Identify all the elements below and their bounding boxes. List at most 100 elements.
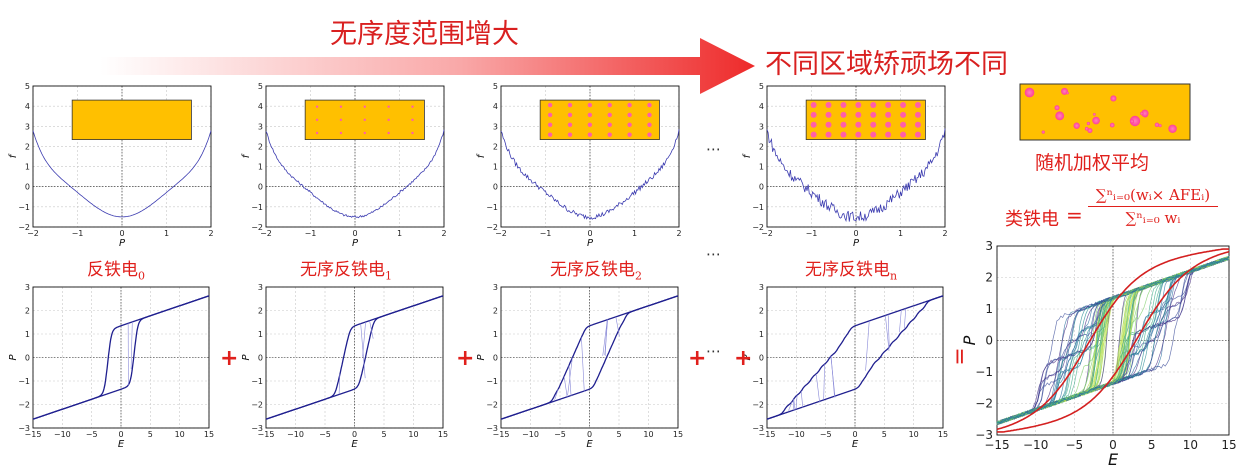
x-tick-label: 0 <box>852 430 857 439</box>
hysteresis-branch <box>766 295 944 420</box>
domain-dot <box>363 118 366 122</box>
minor-loop-line <box>369 320 374 339</box>
random-domain-dot <box>1084 126 1089 131</box>
hysteresis-branch <box>766 295 944 420</box>
x-axis-label: E <box>1108 450 1119 469</box>
minor-loop-line <box>899 309 902 333</box>
formula-equals: = <box>1066 203 1083 227</box>
x-tick-label: 5 <box>148 430 153 439</box>
x-tick-label: −2 <box>495 229 507 238</box>
y-axis-label: P <box>742 354 753 361</box>
plot-panel-top-1: −2 −1 0 1 2 5 4 3 2 1 0 −1 −2 Pf <box>241 82 447 249</box>
domain-dot <box>810 121 817 128</box>
y-axis-label: P <box>476 354 487 361</box>
domain-dot <box>900 111 907 118</box>
free-energy-curve <box>265 129 445 219</box>
domain-dot <box>387 131 390 135</box>
top-ellipsis: ⋯ <box>706 140 722 158</box>
x-tick-label: 10 <box>408 430 418 439</box>
domain-dot <box>900 102 907 109</box>
random-domain-dot <box>1024 87 1035 98</box>
y-tick-label: −1 <box>486 203 498 212</box>
x-axis-label: P <box>119 238 126 249</box>
domain-dot <box>840 102 847 109</box>
x-tick-label: −2 <box>260 229 272 238</box>
plot-frame <box>996 245 1230 436</box>
domain-dot <box>647 122 652 127</box>
y-tick-label: −1 <box>18 203 30 212</box>
x-tick-label: 5 <box>381 430 386 439</box>
formula-denominator: ∑ⁿᵢ₌₀ wᵢ <box>1088 206 1218 227</box>
domain-dot <box>914 121 921 128</box>
domain-dot <box>547 112 553 118</box>
domain-dot <box>339 105 343 108</box>
random-domain-dot <box>1129 115 1141 127</box>
x-tick-label: 0 <box>587 229 592 238</box>
x-tick-label: −10 <box>54 430 71 439</box>
caption-afe0: 反铁电0 <box>87 260 145 283</box>
random-domain-dot <box>1092 116 1100 125</box>
x-tick-label: 0 <box>853 229 858 238</box>
y-tick-label: 4 <box>25 102 30 111</box>
y-tick-label: 5 <box>258 82 263 91</box>
y-tick-label: 4 <box>258 102 263 111</box>
minor-loop-line <box>815 373 820 403</box>
domain-dot <box>567 122 573 127</box>
random-domain-box <box>1019 83 1191 141</box>
random-domain-dot <box>1154 122 1160 128</box>
domain-dot <box>627 102 632 108</box>
x-tick-label: −2 <box>761 229 773 238</box>
domain-dot <box>855 121 862 128</box>
x-tick-label: 15 <box>673 430 683 439</box>
random-domain-dot <box>1087 128 1093 134</box>
x-tick-label: −5 <box>820 430 832 439</box>
domain-dot <box>885 121 892 128</box>
y-tick-label: 3 <box>493 283 498 292</box>
random-domain-dot <box>1092 112 1096 116</box>
y-tick-label: 0 <box>985 334 993 348</box>
x-axis-label: E <box>351 439 358 450</box>
plot-frame <box>500 286 679 429</box>
plus-ellipsis: ⋯ <box>706 342 722 360</box>
domain-dot <box>870 131 877 138</box>
minor-loop-line <box>800 391 804 408</box>
random-domain-dot <box>1168 124 1177 134</box>
domain-dot <box>855 111 862 118</box>
y-tick-label: −1 <box>752 203 764 212</box>
domain-dot <box>567 112 573 118</box>
domain-dot <box>825 121 832 128</box>
y-tick-label: −3 <box>486 424 498 433</box>
domain-dot <box>840 121 847 128</box>
random-domain-dot <box>1109 122 1115 128</box>
domain-dot <box>387 118 390 122</box>
domain-dot <box>870 111 877 118</box>
y-tick-label: 2 <box>985 271 993 285</box>
y-tick-label: −3 <box>18 424 30 433</box>
plot-panel-top-3: −2 −1 0 1 2 5 4 3 2 1 0 −1 −2 Pf <box>742 82 948 249</box>
y-tick-label: 0 <box>759 183 764 192</box>
x-tick-label: −1 <box>305 229 317 238</box>
random-domain-dot <box>1130 119 1135 124</box>
domain-dot <box>363 105 366 108</box>
plus-sign-2: + <box>456 346 475 371</box>
hysteresis-branch <box>500 295 679 420</box>
y-tick-label: 2 <box>493 307 498 316</box>
x-tick-label: 0 <box>352 229 357 238</box>
y-tick-label: 0 <box>493 183 498 192</box>
domain-dot <box>587 132 593 137</box>
x-tick-label: −10 <box>788 430 805 439</box>
domain-dot <box>339 118 343 122</box>
plot-panel-top-2: −2 −1 0 1 2 5 4 3 2 1 0 −1 −2 Pf <box>476 82 682 249</box>
plot-frame <box>766 85 946 228</box>
x-tick-label: −15 <box>984 438 1009 452</box>
domain-dot <box>810 131 817 138</box>
x-tick-label: 2 <box>208 229 213 238</box>
plus-sign-4: + <box>734 346 753 371</box>
domain-dot <box>914 131 921 138</box>
y-tick-label: 2 <box>258 142 263 151</box>
x-tick-label: 15 <box>438 430 448 439</box>
y-tick-label: 0 <box>258 354 263 363</box>
x-tick-label: 10 <box>175 430 185 439</box>
formula-lhs: 类铁电 <box>1005 209 1059 230</box>
